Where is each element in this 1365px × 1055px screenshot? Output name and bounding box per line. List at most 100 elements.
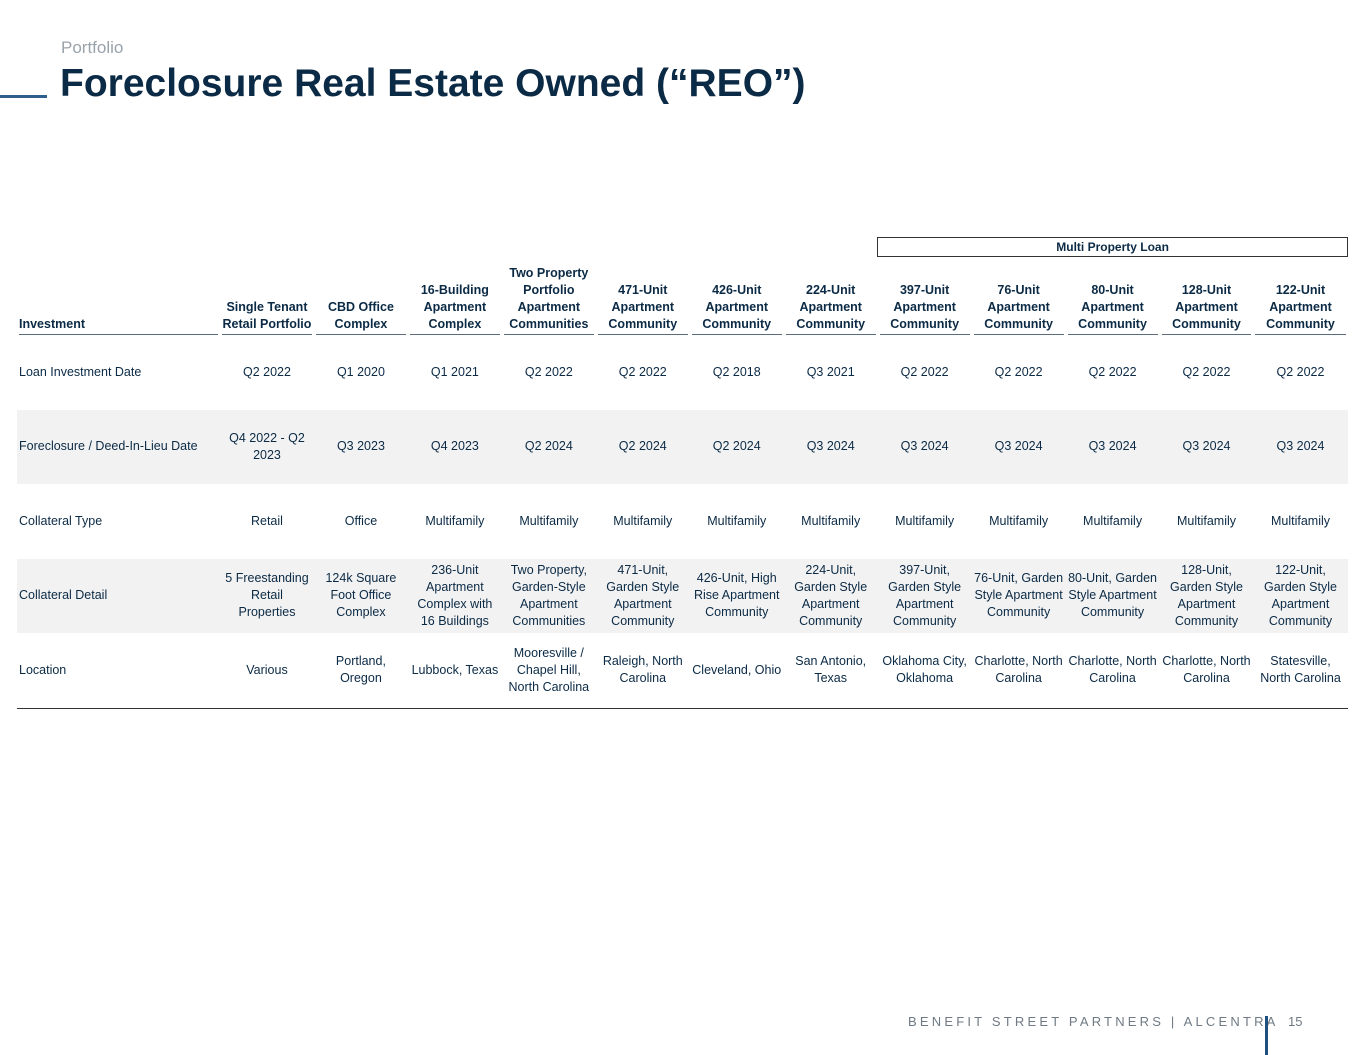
accent-line	[0, 95, 47, 98]
cell: Office	[344, 513, 378, 528]
row-label: Location	[17, 633, 220, 709]
column-header: 122-Unit Apartment Community	[1253, 257, 1347, 335]
cell: Multifamily	[425, 513, 485, 528]
cell: Charlotte, North Carolina	[1065, 633, 1160, 709]
cell: Multifamily	[1176, 513, 1237, 528]
cell: Q4 2023	[407, 409, 502, 484]
column-header: 128-Unit Apartment Community	[1160, 257, 1254, 335]
empty-cell	[314, 238, 408, 257]
column-header: 224-Unit Apartment Community	[784, 257, 878, 335]
row-label: Loan Investment Date	[19, 364, 142, 379]
cell: Q3 2021	[806, 364, 855, 379]
column-header-text: 397-Unit Apartment Community	[879, 282, 970, 335]
cell: Two Property, Garden-Style Apartment Com…	[501, 558, 596, 633]
cell: Raleigh, North Carolina	[595, 633, 690, 709]
cell: Multifamily	[1083, 513, 1143, 528]
column-header-text: Single Tenant Retail Portfolio	[222, 299, 312, 335]
header-row: Investment Single Tenant Retail Portfolio…	[17, 257, 1348, 335]
cell: 80-Unit, Garden Style Apartment Communit…	[1065, 558, 1160, 633]
column-header-text: Investment	[19, 316, 218, 335]
column-header: Single Tenant Retail Portfolio	[220, 257, 314, 335]
empty-cell	[596, 238, 690, 257]
cell: Multifamily	[801, 513, 861, 528]
column-header: 397-Unit Apartment Community	[878, 257, 972, 335]
group-label: Multi Property Loan	[877, 237, 1348, 257]
column-header-text: 16-Building Apartment Complex	[409, 282, 500, 335]
cell: Q3 2023	[313, 409, 408, 484]
empty-cell	[220, 238, 314, 257]
cell: Various	[220, 633, 314, 709]
footer-bar	[1265, 1016, 1268, 1055]
cell: Multifamily	[895, 513, 955, 528]
cell: Q2 2022	[994, 364, 1043, 379]
cell: Q2 2022	[618, 364, 667, 379]
cell: 76-Unit, Garden Style Apartment Communit…	[971, 558, 1066, 633]
page-number: 15	[1288, 1014, 1303, 1029]
cell: 397-Unit, Garden Style Apartment Communi…	[877, 558, 972, 633]
cell: Cleveland, Ohio	[689, 633, 784, 709]
group-row: Multi Property Loan	[17, 237, 1348, 257]
column-header: 80-Unit Apartment Community	[1066, 257, 1160, 335]
column-header-text: 80-Unit Apartment Community	[1067, 282, 1158, 335]
column-header-text: 128-Unit Apartment Community	[1161, 282, 1252, 335]
cell: Q3 2024	[971, 409, 1066, 484]
cell: Multifamily	[989, 513, 1049, 528]
cell: Retail	[250, 513, 283, 528]
title: Foreclosure Real Estate Owned (“REO”)	[60, 62, 806, 105]
cell: Multifamily	[613, 513, 673, 528]
cell: Q2 2022	[1088, 364, 1137, 379]
column-header-text: 76-Unit Apartment Community	[973, 282, 1064, 335]
column-header-text: CBD Office Complex	[315, 299, 406, 335]
column-header-text: 426-Unit Apartment Community	[691, 282, 782, 335]
table-row: Collateral Type Retail Office Multifamily Mu…	[17, 484, 1348, 559]
cell: Q2 2022	[242, 364, 291, 379]
cell: Mooresville / Chapel Hill, North Carolin…	[501, 633, 596, 709]
cell: 124k Square Foot Office Complex	[313, 558, 408, 633]
table-row: Location Various Portland, Oregon Lubbock, …	[17, 633, 1348, 709]
column-header-text: 122-Unit Apartment Community	[1255, 282, 1346, 335]
column-header: 471-Unit Apartment Community	[596, 257, 690, 335]
cell: Q3 2024	[783, 409, 878, 484]
cell: Q2 2022	[1182, 364, 1231, 379]
cell: Q2 2022	[524, 364, 573, 379]
cell: 122-Unit, Garden Style Apartment Communi…	[1253, 558, 1348, 633]
reo-table: Multi Property Loan Investment Single Tena…	[17, 237, 1348, 709]
cell: 5 Freestanding Retail Properties	[220, 558, 314, 633]
cell: 236-Unit Apartment Complex with 16 Build…	[407, 558, 502, 633]
cell: Q3 2024	[1065, 409, 1160, 484]
table-row: Collateral Detail 5 Freestanding Retail P…	[17, 558, 1348, 633]
cell: Q2 2022	[1276, 364, 1325, 379]
empty-cell	[502, 238, 596, 257]
row-label: Foreclosure / Deed-In-Lieu Date	[17, 409, 220, 484]
cell: Q1 2020	[336, 364, 385, 379]
empty-cell	[784, 238, 878, 257]
cell: Q2 2018	[712, 364, 761, 379]
cell: Portland, Oregon	[313, 633, 408, 709]
cell: 224-Unit, Garden Style Apartment Communi…	[783, 558, 878, 633]
column-header-text: 471-Unit Apartment Community	[597, 282, 688, 335]
column-header-text: Two Property Portfolio Apartment Communi…	[503, 265, 594, 335]
cell: Multifamily	[707, 513, 767, 528]
cell: San Antonio, Texas	[783, 633, 878, 709]
column-header-text: 224-Unit Apartment Community	[785, 282, 876, 335]
table-row: Loan Investment Date Q2 2022 Q1 2020 Q1 202…	[17, 335, 1348, 410]
cell: Statesville, North Carolina	[1253, 633, 1348, 709]
column-header: Investment	[17, 257, 220, 335]
cell: Lubbock, Texas	[407, 633, 502, 709]
column-header: CBD Office Complex	[314, 257, 408, 335]
table-row: Foreclosure / Deed-In-Lieu Date Q4 2022 -…	[17, 409, 1348, 484]
cell: Charlotte, North Carolina	[971, 633, 1066, 709]
cell: Oklahoma City, Oklahoma	[877, 633, 972, 709]
empty-cell	[690, 238, 784, 257]
column-header: 76-Unit Apartment Community	[972, 257, 1066, 335]
cell: Q3 2024	[877, 409, 972, 484]
row-label: Collateral Type	[19, 513, 103, 528]
empty-cell	[408, 238, 502, 257]
column-header: 16-Building Apartment Complex	[408, 257, 502, 335]
cell: Q2 2024	[689, 409, 784, 484]
brand: BENEFIT STREET PARTNERS | ALCENTRA	[908, 1014, 1279, 1029]
empty-cell	[17, 238, 220, 257]
cell: Charlotte, North Carolina	[1159, 633, 1254, 709]
column-header: Two Property Portfolio Apartment Communi…	[502, 257, 596, 335]
